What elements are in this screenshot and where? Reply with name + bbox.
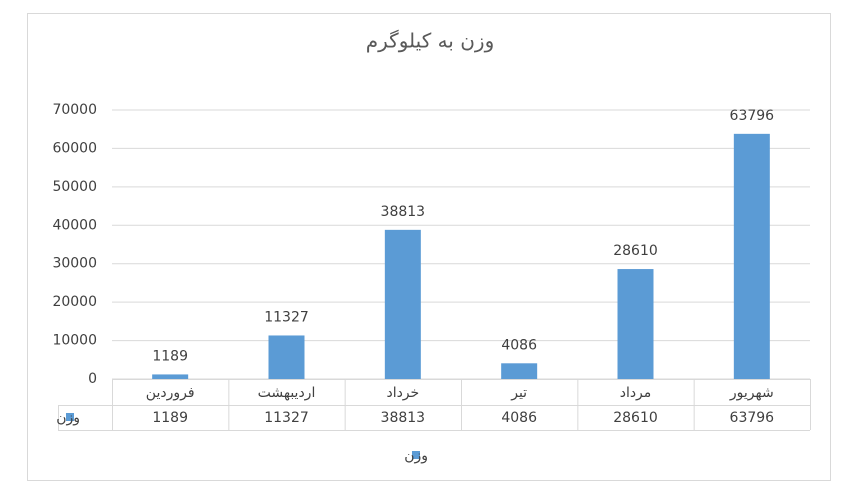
y-tick-label: 30000	[52, 256, 97, 272]
x-tick-label: فروردین	[146, 385, 195, 401]
y-tick-label: 50000	[52, 179, 97, 195]
data-label: 28610	[613, 243, 658, 259]
chart-title: وزن به کیلوگرم	[366, 29, 494, 53]
bar	[152, 374, 189, 379]
legend-key	[412, 451, 420, 459]
data-label: 4086	[501, 337, 537, 353]
y-tick-label: 0	[88, 371, 97, 387]
bar	[617, 269, 654, 379]
legend-label: وزن	[404, 448, 428, 464]
chart-border	[27, 13, 831, 481]
y-tick-label: 60000	[52, 140, 97, 156]
table-value: 63796	[730, 410, 775, 426]
table-value: 11327	[264, 410, 309, 426]
bar	[384, 229, 421, 379]
y-tick-label: 40000	[52, 217, 97, 233]
table-legend-key	[66, 413, 74, 421]
bar	[268, 335, 305, 379]
table-row-header: وزن	[56, 410, 80, 426]
table-value: 4086	[501, 410, 537, 426]
x-tick-label: شهریور	[729, 385, 774, 401]
table-value: 1189	[152, 410, 188, 426]
data-label: 38813	[381, 204, 426, 220]
x-tick-label: خرداد	[386, 385, 419, 401]
table-value: 38813	[381, 410, 426, 426]
data-label: 63796	[730, 108, 775, 124]
data-label: 11327	[264, 309, 309, 325]
data-label: 1189	[152, 348, 188, 364]
y-tick-label: 20000	[52, 294, 97, 310]
bar	[733, 133, 770, 379]
y-tick-label: 10000	[52, 333, 97, 349]
table-value: 28610	[613, 410, 658, 426]
x-tick-label: اردیبهشت	[258, 385, 316, 401]
x-tick-label: مرداد	[620, 385, 652, 401]
bar	[501, 363, 538, 379]
y-tick-label: 70000	[52, 102, 97, 118]
x-tick-label: تیر	[510, 385, 527, 401]
